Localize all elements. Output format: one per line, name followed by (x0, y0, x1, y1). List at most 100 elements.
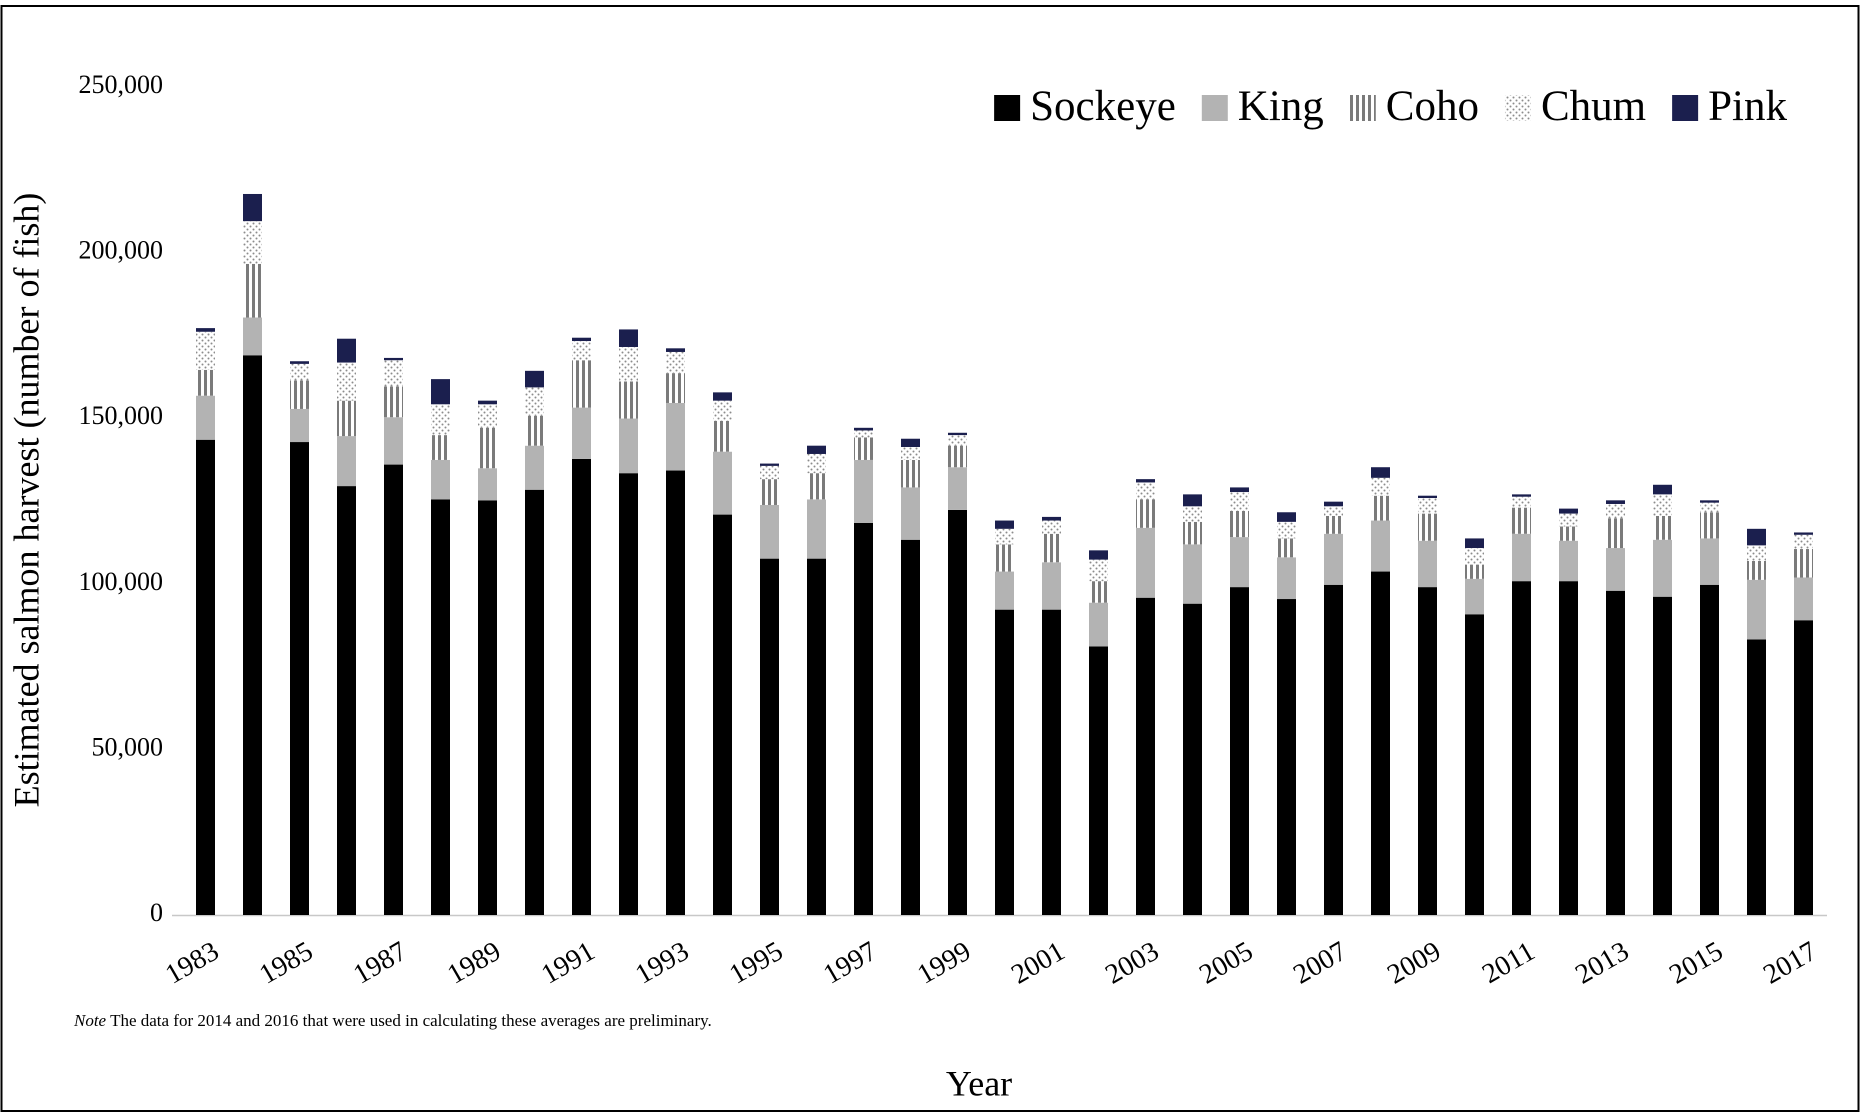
bar-segment (1042, 520, 1061, 534)
bar-segment (243, 221, 262, 264)
bar-segment (760, 463, 779, 466)
bar-segment (666, 402, 685, 471)
bar-segment (1324, 501, 1343, 507)
bar-segment (1230, 510, 1249, 538)
bar-segment (337, 400, 356, 437)
bar-segment (572, 407, 591, 459)
bar-segment (854, 437, 873, 460)
legend-label: Chum (1541, 83, 1646, 130)
bar-segment (1230, 537, 1249, 588)
bar-segment (525, 445, 544, 490)
legend-marker (1672, 95, 1699, 121)
bar-segment (196, 395, 215, 440)
legend-label: Coho (1386, 83, 1479, 130)
bar-segment (525, 415, 544, 446)
x-tick-label: 2001 (1006, 936, 1070, 991)
bar-segment (619, 473, 638, 915)
bar-segment (1700, 538, 1719, 585)
bar-segment (619, 418, 638, 474)
bar-segment (619, 381, 638, 419)
bar-segment (854, 459, 873, 523)
bar-segment (290, 361, 309, 364)
x-tick-label: 2007 (1288, 936, 1352, 991)
note-text: The data for 2014 and 2016 that were use… (110, 1011, 712, 1030)
y-tick-label: 0 (150, 898, 163, 927)
legend-label: Sockeye (1030, 83, 1176, 130)
bar-segment (1183, 506, 1202, 522)
bar-segment (1512, 507, 1531, 534)
bar-segment (1277, 557, 1296, 600)
bar-segment (1277, 521, 1296, 539)
bar-segment (572, 360, 591, 408)
bar-segment (337, 362, 356, 401)
bar-segment (1183, 521, 1202, 545)
legend-label: King (1238, 83, 1324, 130)
bar-segment (525, 489, 544, 915)
bar-segment (196, 331, 215, 370)
bar-segment (1042, 516, 1061, 521)
x-tick-label: 1997 (818, 936, 882, 991)
bar-segment (948, 509, 967, 915)
bar-segment (196, 439, 215, 915)
bar-segment (1465, 548, 1484, 565)
bar-segment (384, 417, 403, 465)
bar-segment (1418, 495, 1437, 499)
bar-segment (243, 193, 262, 222)
bar-segment (807, 445, 826, 454)
bar-segment (1465, 564, 1484, 579)
bar-segment (1512, 581, 1531, 915)
bar-segment (1653, 484, 1672, 495)
bar-segment (1794, 577, 1813, 621)
x-tick-label: 1989 (442, 936, 506, 991)
bar-segment (1700, 500, 1719, 503)
bar-segment (1653, 494, 1672, 516)
bar-segment (431, 404, 450, 436)
bar-segment (1606, 500, 1625, 504)
bar-segment (1230, 487, 1249, 493)
bar-segment (431, 435, 450, 460)
bar-segment (1559, 526, 1578, 541)
x-tick-label: 1985 (254, 936, 318, 991)
bar-segment (713, 420, 732, 452)
bar-segment (1653, 539, 1672, 597)
bar-segment (995, 528, 1014, 545)
bar-segment (1465, 538, 1484, 549)
bar-segment (854, 430, 873, 438)
bar-segment (1324, 515, 1343, 534)
bar-segment (1606, 548, 1625, 591)
bar-segment (290, 380, 309, 409)
note-label: Note (73, 1011, 107, 1030)
bar-segment (1747, 545, 1766, 561)
bar-segment (337, 486, 356, 915)
bar-segment (1512, 533, 1531, 582)
bar-segment (1559, 581, 1578, 915)
bar-segment (1183, 603, 1202, 915)
y-tick-label: 50,000 (92, 732, 164, 761)
bar-segment (948, 432, 967, 436)
bar-segment (572, 337, 591, 342)
bar-segment (854, 427, 873, 431)
bar-segment (1794, 620, 1813, 915)
bar-segment (478, 400, 497, 405)
bar-segment (1136, 479, 1155, 483)
bar-segment (1371, 467, 1390, 478)
bar-segment (337, 436, 356, 487)
bar-segment (1371, 495, 1390, 521)
bar-segment (337, 338, 356, 363)
bar-segment (243, 355, 262, 916)
bar-segment (666, 373, 685, 403)
bar-segment (478, 427, 497, 469)
bar-segment (901, 438, 920, 448)
bar-segment (995, 609, 1014, 915)
bar-segment (1042, 562, 1061, 610)
bar-segment (478, 404, 497, 428)
bar-segment (1230, 587, 1249, 915)
bar-segment (572, 458, 591, 915)
x-tick-label: 1991 (536, 936, 600, 991)
x-axis-title: Year (946, 1063, 1012, 1103)
bar-segment (619, 346, 638, 382)
bar-segment (1136, 597, 1155, 915)
bar-segment (1324, 533, 1343, 585)
bar-segment (384, 386, 403, 418)
legend-marker (1504, 95, 1531, 121)
